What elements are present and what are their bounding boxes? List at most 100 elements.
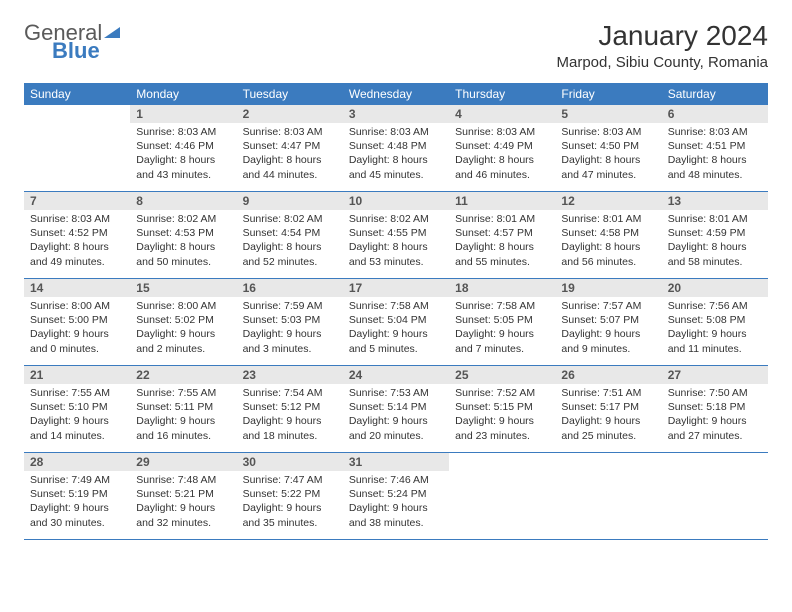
day-daylight1: Daylight: 8 hours xyxy=(349,153,443,167)
day-cell: 4Sunrise: 8:03 AMSunset: 4:49 PMDaylight… xyxy=(449,105,555,191)
day-header-thursday: Thursday xyxy=(449,83,555,105)
day-sunset: Sunset: 5:21 PM xyxy=(136,487,230,501)
day-content: Sunrise: 8:03 AMSunset: 4:47 PMDaylight:… xyxy=(237,123,343,186)
day-daylight2: and 23 minutes. xyxy=(455,429,549,443)
day-sunset: Sunset: 5:08 PM xyxy=(668,313,762,327)
day-cell: 16Sunrise: 7:59 AMSunset: 5:03 PMDayligh… xyxy=(237,279,343,365)
day-sunrise: Sunrise: 8:03 AM xyxy=(455,125,549,139)
day-sunrise: Sunrise: 8:01 AM xyxy=(561,212,655,226)
day-content: Sunrise: 7:54 AMSunset: 5:12 PMDaylight:… xyxy=(237,384,343,447)
day-daylight1: Daylight: 8 hours xyxy=(349,240,443,254)
day-sunset: Sunset: 4:57 PM xyxy=(455,226,549,240)
title-block: January 2024 Marpod, Sibiu County, Roman… xyxy=(557,20,769,71)
day-number: 22 xyxy=(130,366,236,384)
day-daylight2: and 43 minutes. xyxy=(136,168,230,182)
day-daylight1: Daylight: 9 hours xyxy=(30,414,124,428)
day-daylight2: and 16 minutes. xyxy=(136,429,230,443)
day-content: Sunrise: 8:01 AMSunset: 4:57 PMDaylight:… xyxy=(449,210,555,273)
day-sunset: Sunset: 5:00 PM xyxy=(30,313,124,327)
day-sunset: Sunset: 5:22 PM xyxy=(243,487,337,501)
day-cell: 21Sunrise: 7:55 AMSunset: 5:10 PMDayligh… xyxy=(24,366,130,452)
day-sunrise: Sunrise: 8:02 AM xyxy=(136,212,230,226)
day-daylight2: and 32 minutes. xyxy=(136,516,230,530)
day-cell: 30Sunrise: 7:47 AMSunset: 5:22 PMDayligh… xyxy=(237,453,343,539)
day-content: Sunrise: 7:55 AMSunset: 5:10 PMDaylight:… xyxy=(24,384,130,447)
day-daylight2: and 44 minutes. xyxy=(243,168,337,182)
day-number: 5 xyxy=(555,105,661,123)
day-sunrise: Sunrise: 7:56 AM xyxy=(668,299,762,313)
day-content: Sunrise: 8:00 AMSunset: 5:02 PMDaylight:… xyxy=(130,297,236,360)
day-daylight1: Daylight: 8 hours xyxy=(455,153,549,167)
week-row: 14Sunrise: 8:00 AMSunset: 5:00 PMDayligh… xyxy=(24,279,768,366)
day-cell: 1Sunrise: 8:03 AMSunset: 4:46 PMDaylight… xyxy=(130,105,236,191)
day-daylight2: and 11 minutes. xyxy=(668,342,762,356)
day-content: Sunrise: 7:48 AMSunset: 5:21 PMDaylight:… xyxy=(130,471,236,534)
day-sunset: Sunset: 4:50 PM xyxy=(561,139,655,153)
day-number: 18 xyxy=(449,279,555,297)
day-sunset: Sunset: 4:52 PM xyxy=(30,226,124,240)
day-number xyxy=(449,453,555,471)
day-cell: 24Sunrise: 7:53 AMSunset: 5:14 PMDayligh… xyxy=(343,366,449,452)
day-content: Sunrise: 8:03 AMSunset: 4:49 PMDaylight:… xyxy=(449,123,555,186)
day-daylight1: Daylight: 9 hours xyxy=(136,327,230,341)
day-sunrise: Sunrise: 7:52 AM xyxy=(455,386,549,400)
day-daylight1: Daylight: 8 hours xyxy=(561,153,655,167)
day-daylight2: and 55 minutes. xyxy=(455,255,549,269)
day-cell: 18Sunrise: 7:58 AMSunset: 5:05 PMDayligh… xyxy=(449,279,555,365)
day-daylight1: Daylight: 9 hours xyxy=(561,327,655,341)
day-sunset: Sunset: 5:04 PM xyxy=(349,313,443,327)
week-row: 21Sunrise: 7:55 AMSunset: 5:10 PMDayligh… xyxy=(24,366,768,453)
day-sunrise: Sunrise: 8:00 AM xyxy=(30,299,124,313)
day-header-monday: Monday xyxy=(130,83,236,105)
calendar: Sunday Monday Tuesday Wednesday Thursday… xyxy=(24,83,768,540)
day-daylight1: Daylight: 8 hours xyxy=(455,240,549,254)
day-number: 12 xyxy=(555,192,661,210)
day-daylight1: Daylight: 9 hours xyxy=(136,414,230,428)
day-sunset: Sunset: 5:10 PM xyxy=(30,400,124,414)
day-sunrise: Sunrise: 7:59 AM xyxy=(243,299,337,313)
day-sunset: Sunset: 4:53 PM xyxy=(136,226,230,240)
day-content: Sunrise: 7:55 AMSunset: 5:11 PMDaylight:… xyxy=(130,384,236,447)
day-daylight2: and 47 minutes. xyxy=(561,168,655,182)
day-sunrise: Sunrise: 7:55 AM xyxy=(136,386,230,400)
day-content: Sunrise: 7:46 AMSunset: 5:24 PMDaylight:… xyxy=(343,471,449,534)
day-daylight1: Daylight: 9 hours xyxy=(243,501,337,515)
logo: GeneralBlue xyxy=(24,20,122,64)
day-cell: 8Sunrise: 8:02 AMSunset: 4:53 PMDaylight… xyxy=(130,192,236,278)
day-content: Sunrise: 8:01 AMSunset: 4:59 PMDaylight:… xyxy=(662,210,768,273)
day-daylight2: and 5 minutes. xyxy=(349,342,443,356)
day-content: Sunrise: 8:02 AMSunset: 4:55 PMDaylight:… xyxy=(343,210,449,273)
day-number: 19 xyxy=(555,279,661,297)
day-sunrise: Sunrise: 8:03 AM xyxy=(136,125,230,139)
day-cell: 28Sunrise: 7:49 AMSunset: 5:19 PMDayligh… xyxy=(24,453,130,539)
day-content: Sunrise: 7:57 AMSunset: 5:07 PMDaylight:… xyxy=(555,297,661,360)
day-daylight1: Daylight: 8 hours xyxy=(30,240,124,254)
day-daylight2: and 35 minutes. xyxy=(243,516,337,530)
page-title: January 2024 xyxy=(557,20,769,52)
day-headers-row: Sunday Monday Tuesday Wednesday Thursday… xyxy=(24,83,768,105)
day-cell: 15Sunrise: 8:00 AMSunset: 5:02 PMDayligh… xyxy=(130,279,236,365)
day-daylight2: and 0 minutes. xyxy=(30,342,124,356)
day-number: 24 xyxy=(343,366,449,384)
day-cell: 17Sunrise: 7:58 AMSunset: 5:04 PMDayligh… xyxy=(343,279,449,365)
day-header-wednesday: Wednesday xyxy=(343,83,449,105)
day-sunset: Sunset: 5:19 PM xyxy=(30,487,124,501)
day-sunset: Sunset: 4:59 PM xyxy=(668,226,762,240)
day-number: 23 xyxy=(237,366,343,384)
day-daylight1: Daylight: 9 hours xyxy=(30,501,124,515)
day-cell: 27Sunrise: 7:50 AMSunset: 5:18 PMDayligh… xyxy=(662,366,768,452)
day-daylight2: and 45 minutes. xyxy=(349,168,443,182)
day-daylight1: Daylight: 9 hours xyxy=(561,414,655,428)
day-daylight2: and 58 minutes. xyxy=(668,255,762,269)
day-number: 2 xyxy=(237,105,343,123)
day-sunset: Sunset: 4:55 PM xyxy=(349,226,443,240)
day-sunset: Sunset: 5:17 PM xyxy=(561,400,655,414)
day-content: Sunrise: 8:01 AMSunset: 4:58 PMDaylight:… xyxy=(555,210,661,273)
day-sunset: Sunset: 5:14 PM xyxy=(349,400,443,414)
day-sunrise: Sunrise: 7:49 AM xyxy=(30,473,124,487)
day-daylight2: and 56 minutes. xyxy=(561,255,655,269)
day-content: Sunrise: 7:58 AMSunset: 5:05 PMDaylight:… xyxy=(449,297,555,360)
day-content: Sunrise: 8:03 AMSunset: 4:50 PMDaylight:… xyxy=(555,123,661,186)
day-sunset: Sunset: 4:48 PM xyxy=(349,139,443,153)
day-daylight2: and 20 minutes. xyxy=(349,429,443,443)
